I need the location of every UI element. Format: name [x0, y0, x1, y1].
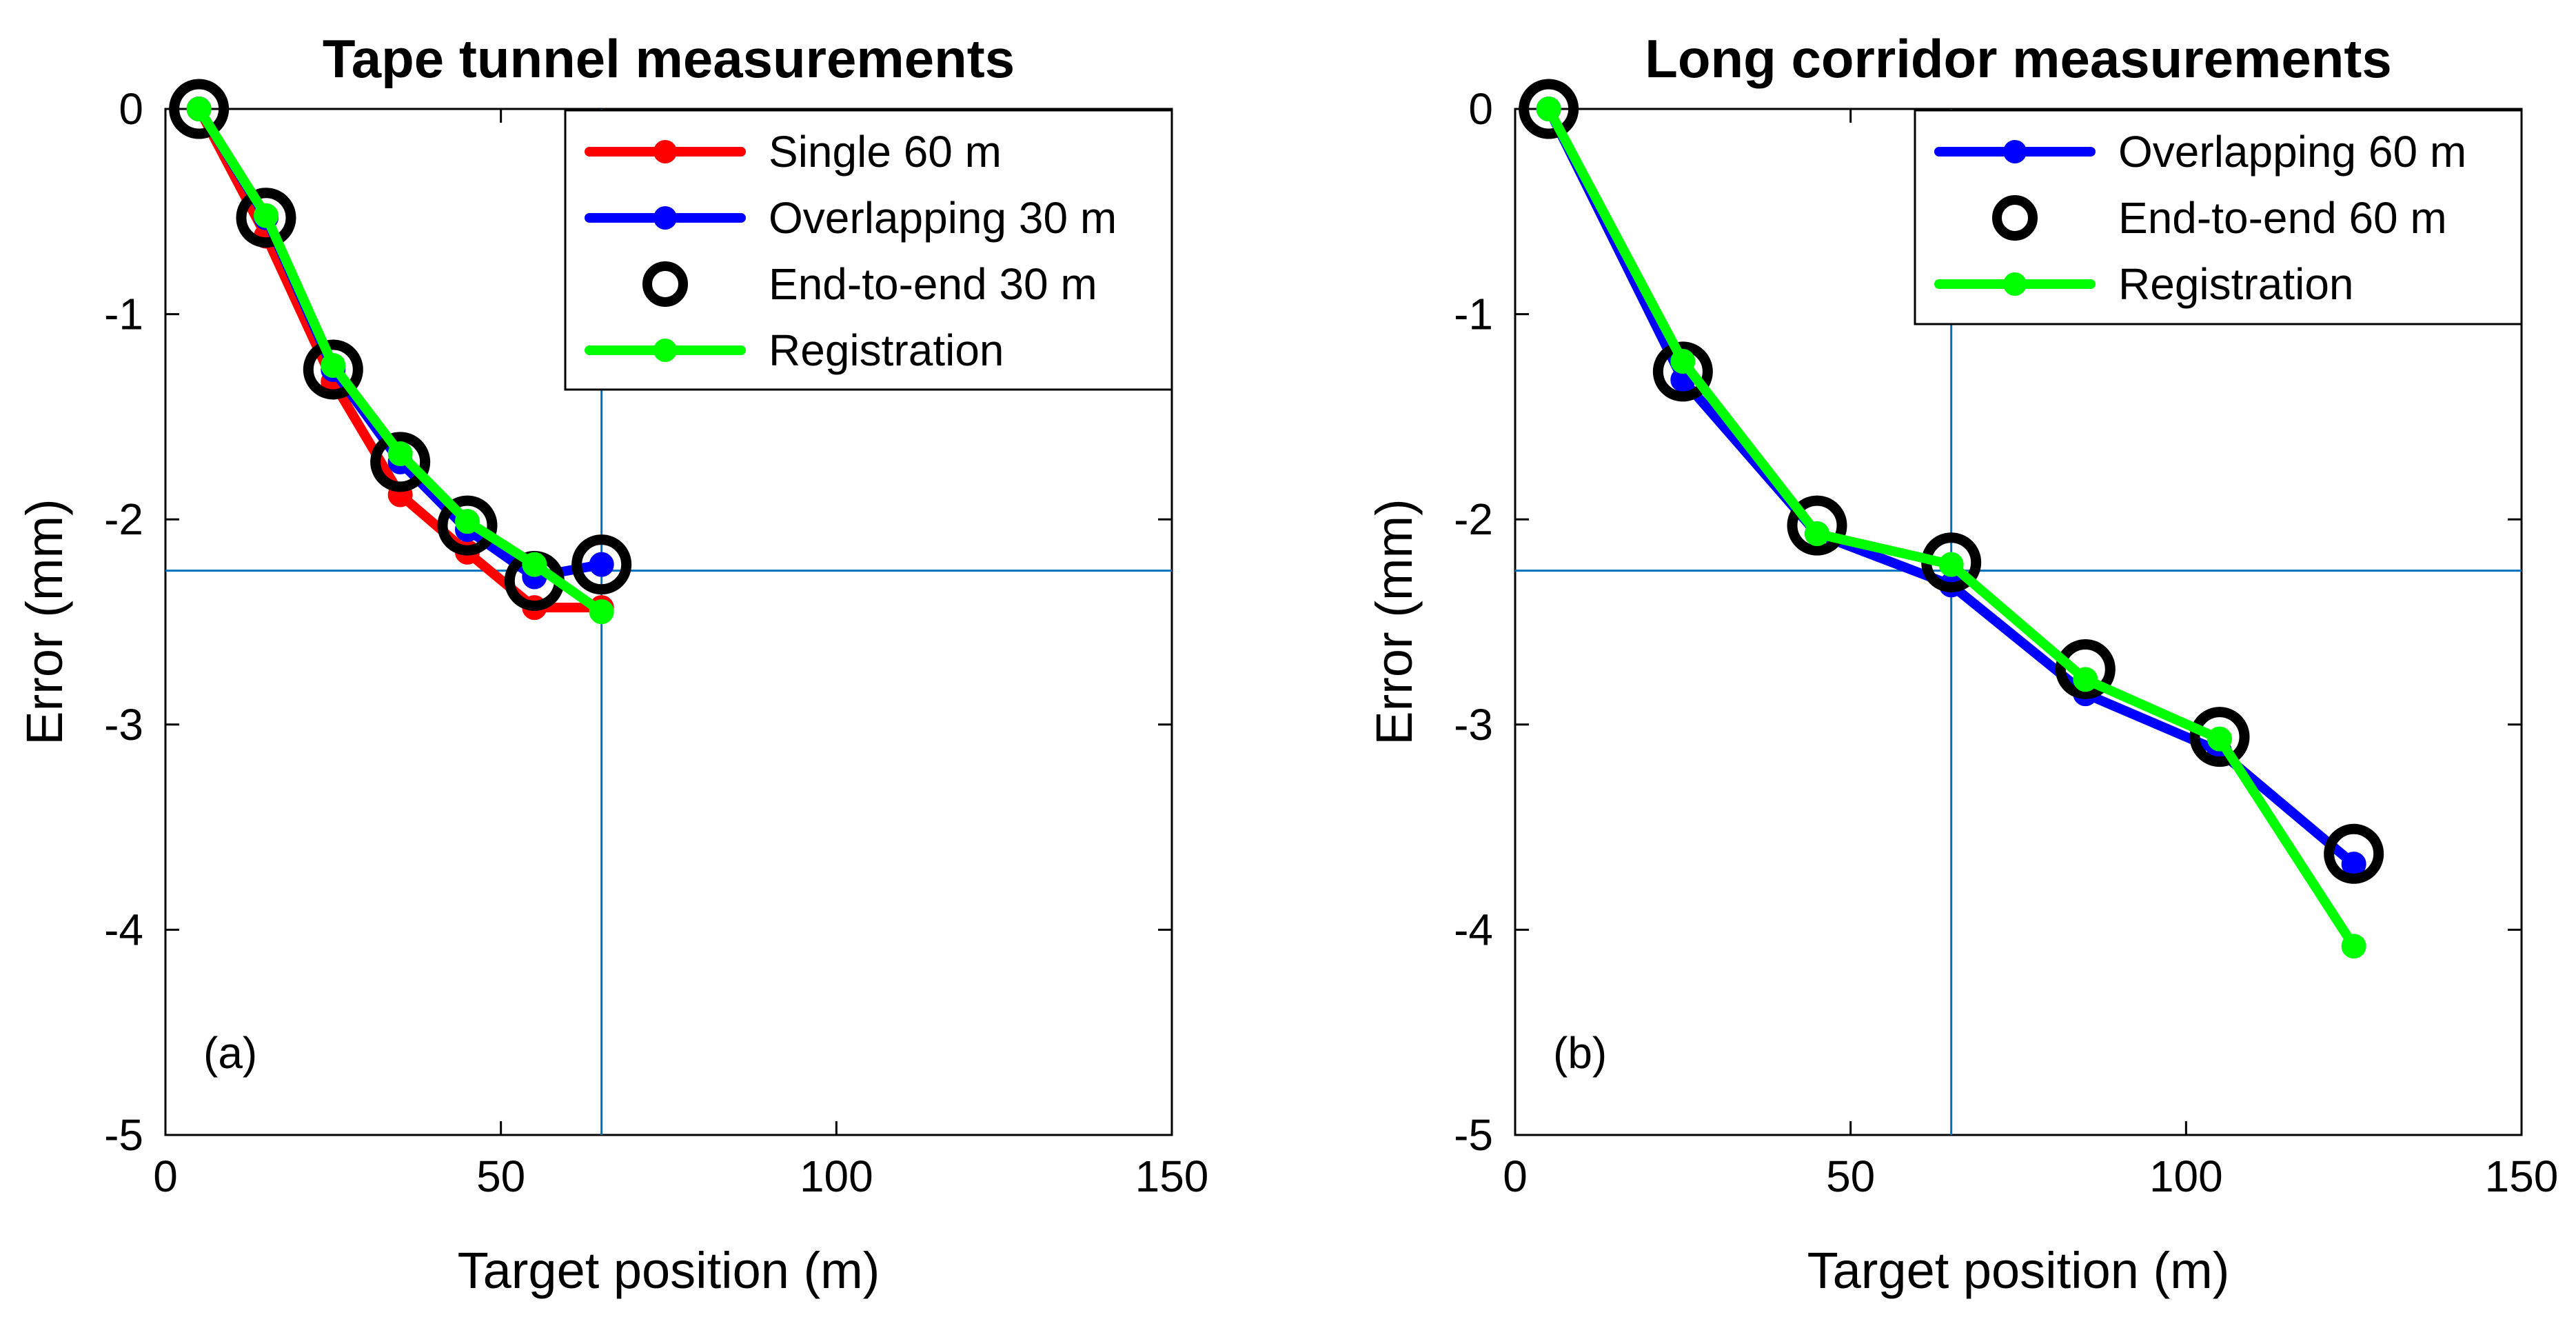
data-point	[589, 552, 614, 577]
data-point-ring	[2189, 707, 2250, 767]
data-point-ring	[571, 534, 632, 595]
data-point	[321, 353, 346, 378]
y-tick-label: -5	[1454, 1110, 1493, 1160]
y-tick-label: -4	[104, 905, 143, 954]
data-point	[1938, 552, 1964, 577]
y-tick-label: -5	[104, 1110, 143, 1160]
series-registration	[1536, 97, 2366, 959]
data-point-ring	[437, 495, 498, 556]
legend-entry: End-to-end 60 m	[2118, 193, 2447, 243]
series-end-to-end-60-m	[1519, 79, 2384, 884]
legend-entry: End-to-end 30 m	[769, 259, 1097, 309]
x-tick-label: 50	[1826, 1152, 1875, 1201]
series-line	[194, 104, 607, 613]
legend-swatch-marker	[2003, 272, 2027, 296]
legend-entry: Single 60 m	[769, 127, 1002, 177]
y-tick-label: 0	[119, 84, 143, 134]
legend-swatch-ring	[642, 261, 688, 307]
x-axis-label: Target position (m)	[458, 1242, 880, 1299]
legend: Single 60 m Overlapping 30 m End-to-end 30…	[564, 109, 1173, 391]
y-axis-label: Error (mm)	[1366, 499, 1423, 745]
data-point	[522, 552, 547, 577]
data-point	[2341, 934, 2366, 959]
chart-panel-a: Tape tunnel measurements 0 50 100 150 0 -1 -2 -3…	[16, 28, 1208, 1299]
chart-title: Tape tunnel measurements	[323, 28, 1015, 89]
legend-swatch-marker	[2003, 140, 2027, 163]
series-single-60-m	[186, 97, 614, 621]
data-point	[1536, 97, 1561, 121]
chart-panel-b: Long corridor measurements 0 50 100 150 0 -1 -2…	[1366, 28, 2558, 1299]
y-tick-label: -2	[1454, 494, 1493, 544]
data-point	[589, 599, 614, 625]
chart-title: Long corridor measurements	[1645, 28, 2392, 89]
data-point-ring	[303, 339, 363, 400]
series-line	[194, 104, 607, 617]
data-point	[2207, 726, 2232, 752]
x-tick-label: 100	[2149, 1152, 2223, 1201]
axes-box	[1514, 108, 2523, 1136]
data-point-ring	[1787, 495, 1847, 556]
legend-entry: Overlapping 60 m	[2118, 127, 2466, 177]
data-point	[186, 97, 212, 121]
x-axis-label: Target position (m)	[1807, 1242, 2230, 1299]
legend-entry: Registration	[769, 325, 1004, 375]
legend-swatch-marker	[653, 140, 677, 163]
legend: Overlapping 60 m End-to-end 60 m Registrat…	[1914, 109, 2523, 325]
data-point-ring	[1519, 79, 1579, 139]
x-tick-label: 50	[476, 1152, 525, 1201]
series-end-to-end-30-m	[169, 79, 632, 611]
data-point-ring	[370, 432, 431, 492]
series-registration	[186, 97, 614, 625]
x-tick-label: 0	[1503, 1152, 1528, 1201]
panel-label: (b)	[1553, 1028, 1607, 1078]
legend-entry: Overlapping 30 m	[769, 193, 1117, 243]
data-point	[1805, 521, 1829, 547]
y-tick-label: 0	[1468, 84, 1493, 134]
x-tick-label: 100	[800, 1152, 873, 1201]
y-axis-label: Error (mm)	[16, 499, 73, 745]
data-point-ring	[236, 188, 296, 248]
data-point	[455, 509, 480, 534]
data-point-ring	[2324, 823, 2384, 884]
axes-box	[164, 108, 1173, 1136]
y-tick-label: -3	[1454, 700, 1493, 750]
legend-swatch-marker	[653, 339, 677, 362]
data-point	[387, 441, 413, 466]
data-point-ring	[169, 79, 230, 139]
legend-swatch-ring	[1992, 195, 2038, 241]
y-tick-label: -2	[104, 494, 143, 544]
data-point	[254, 203, 278, 228]
data-point-ring	[2055, 639, 2116, 699]
legend-swatch-marker	[653, 206, 677, 230]
x-tick-label: 150	[1135, 1152, 1209, 1201]
y-tick-label: -4	[1454, 905, 1493, 954]
data-point-ring	[1652, 341, 1713, 402]
x-tick-label: 150	[2485, 1152, 2559, 1201]
panel-label: (a)	[203, 1028, 257, 1078]
x-tick-label: 0	[153, 1152, 178, 1201]
y-tick-label: -1	[104, 290, 143, 339]
data-point	[1670, 349, 1696, 374]
y-tick-label: -1	[1454, 290, 1493, 339]
y-tick-label: -3	[104, 700, 143, 750]
series-overlapping-30-m	[186, 97, 614, 590]
data-point	[2073, 667, 2098, 692]
legend-entry: Registration	[2118, 259, 2354, 309]
